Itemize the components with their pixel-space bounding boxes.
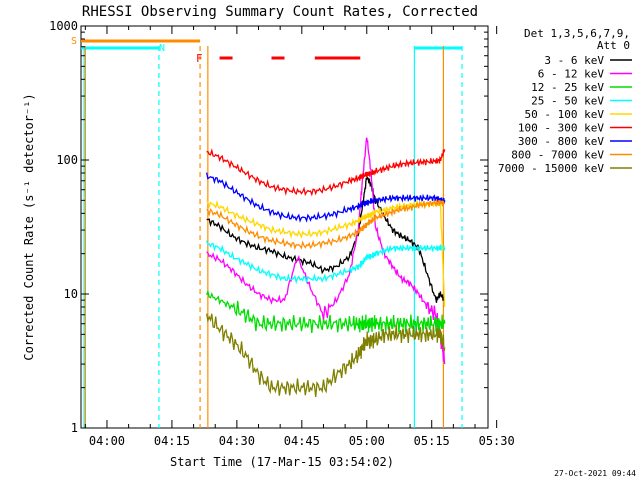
legend-label: 12 - 25 keV xyxy=(531,81,604,94)
y-tick-label: 1000 xyxy=(49,19,78,33)
legend-label: 100 - 300 keV xyxy=(518,122,604,135)
legend-label: 800 - 7000 keV xyxy=(511,149,604,162)
flag-s-label: S xyxy=(71,36,77,47)
legend-label: 7000 - 15000 keV xyxy=(498,162,604,175)
series-line-7000-15000-kev xyxy=(205,313,446,397)
series-line-50-100-kev xyxy=(206,199,446,308)
chart-title: RHESSI Observing Summary Count Rates, Co… xyxy=(82,4,478,20)
series-line-6-12-kev xyxy=(206,137,446,365)
legend-header-line1: Det 1,3,5,6,7,9, xyxy=(524,27,630,40)
x-tick-label: 05:15 xyxy=(414,434,450,448)
ticks-layer: 1 10 100 1000 04:00 04:15 04:30 04:45 05:00 05:15… xyxy=(49,19,515,448)
legend-header-line2: Att 0 xyxy=(597,39,630,52)
series-line-800-7000-kev xyxy=(206,199,446,251)
x-tick-label: 04:45 xyxy=(284,434,320,448)
x-tick-label: 04:15 xyxy=(154,434,190,448)
legend-label: 6 - 12 keV xyxy=(538,68,605,81)
legend-label: 3 - 6 keV xyxy=(544,54,604,67)
series-layer xyxy=(205,137,446,397)
flag-n-label: N xyxy=(159,43,165,54)
flag-f-label: F xyxy=(196,52,203,65)
x-tick-label: 05:30 xyxy=(479,434,515,448)
x-tick-label: 04:30 xyxy=(219,434,255,448)
legend-label: 50 - 100 keV xyxy=(525,108,605,121)
y-tick-label: 10 xyxy=(64,287,78,301)
observing-flags-overlay xyxy=(81,39,463,428)
series-line-25-50-kev xyxy=(205,240,446,285)
plot-frame xyxy=(80,25,489,429)
x-tick-label: 05:00 xyxy=(349,434,385,448)
y-tick-label: 1 xyxy=(71,421,78,435)
legend-label: 25 - 50 keV xyxy=(531,95,604,108)
series-line-12-25-kev xyxy=(206,289,446,333)
x-axis-label: Start Time (17-Mar-15 03:54:02) xyxy=(170,455,394,469)
footer-date: 27-Oct-2021 09:44 xyxy=(554,469,636,478)
x-tick-label: 04:00 xyxy=(89,434,125,448)
series-line-100-300-kev xyxy=(206,147,446,197)
y-axis-label: Corrected Count Rate (s⁻¹ detector⁻¹) xyxy=(22,93,36,360)
legend-label: 300 - 800 keV xyxy=(518,135,604,148)
y-tick-label: 100 xyxy=(56,153,78,167)
series-line-300-800-kev xyxy=(205,172,446,223)
